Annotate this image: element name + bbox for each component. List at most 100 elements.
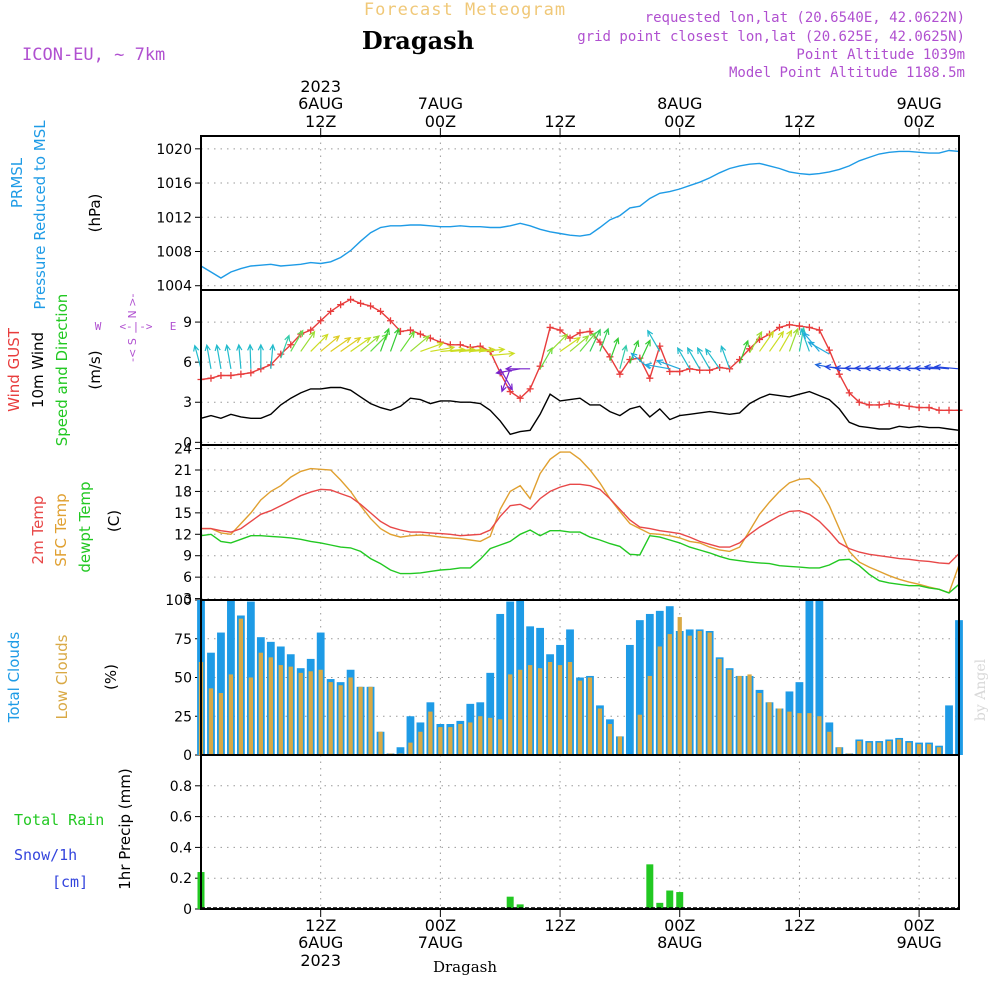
bottom-time-label: 9AUG	[896, 933, 941, 952]
low-cloud-bar	[637, 714, 642, 755]
y-tick-label: 1004	[156, 279, 192, 295]
gust-marker	[835, 370, 843, 378]
wind-direction-arrow	[330, 336, 352, 352]
low-cloud-bar	[348, 677, 353, 755]
top-time-label: 12Z	[544, 112, 575, 131]
top-time-label: 12Z	[784, 112, 815, 131]
gust-marker	[845, 389, 853, 397]
clouds-unit: (%)	[102, 664, 120, 690]
y-tick-label: 3	[183, 592, 192, 608]
gust-marker	[815, 326, 823, 334]
low-cloud-bar	[617, 736, 623, 755]
wind-direction-arrow	[204, 343, 212, 369]
wind-direction-arrow	[247, 343, 254, 369]
total-cloud-bar	[805, 600, 814, 755]
wind-direction-arrow	[549, 333, 569, 352]
location-title: Dragash	[362, 26, 474, 55]
gust-marker	[716, 364, 724, 371]
gust-marker	[855, 398, 863, 406]
wind-direction-arrow	[619, 344, 628, 369]
bottom-time-label: 00Z	[664, 916, 695, 935]
gust-marker	[686, 365, 694, 373]
low-cloud-bar	[478, 716, 483, 755]
y-tick-label: 21	[174, 463, 192, 479]
gust-marker	[367, 302, 375, 310]
gust-marker	[596, 338, 604, 346]
bottom-time-label: 12Z	[305, 916, 336, 935]
temp-label-sfc: SFC Temp	[52, 493, 70, 566]
wind-unit: (m/s)	[86, 350, 104, 389]
wind-direction-arrow	[290, 329, 304, 352]
pressure-unit: (hPa)	[86, 194, 104, 233]
gust-marker	[327, 307, 335, 315]
y-tick-label: 0.4	[170, 840, 192, 856]
top-time-label: 6AUG	[298, 94, 343, 113]
gust-marker	[656, 342, 664, 350]
gust-marker	[586, 327, 594, 335]
bottom-time-label: 00Z	[903, 916, 934, 935]
bottom-time-label: 8AUG	[657, 933, 702, 952]
wind-direction-arrow	[370, 333, 389, 352]
plot-area: 1004100810121016102003693691215182124025…	[5, 77, 963, 970]
gust-marker	[546, 323, 554, 331]
low-cloud-bar	[717, 658, 722, 755]
gridpoint-coords: grid point closest lon,lat (20.625E, 42.…	[577, 29, 965, 45]
low-cloud-bar	[747, 674, 752, 755]
low-cloud-bar	[218, 693, 224, 755]
gust-marker	[775, 323, 783, 331]
gust-marker	[905, 402, 913, 410]
low-cloud-bar	[488, 717, 493, 755]
wind-direction-arrow	[257, 343, 264, 369]
gust-marker	[676, 368, 684, 376]
low-cloud-bar	[527, 665, 533, 755]
low-cloud-bar	[737, 675, 742, 755]
requested-coords: requested lon,lat (20.6540E, 42.0622N)	[645, 10, 965, 26]
gust-marker	[357, 299, 365, 307]
low-cloud-bar	[428, 711, 433, 755]
dewpoint-line	[200, 529, 960, 594]
gust-marker	[416, 330, 424, 338]
low-cloud-bar	[647, 675, 652, 755]
y-tick-label: 25	[174, 709, 192, 725]
wind-direction-arrow	[480, 346, 506, 353]
y-tick-label: 1016	[156, 176, 192, 192]
gust-marker	[237, 370, 245, 378]
wind-direction-arrow	[214, 343, 222, 369]
bottom-time-label: 00Z	[425, 916, 456, 935]
low-cloud-bar	[757, 693, 762, 755]
low-cloud-bar	[408, 742, 413, 755]
y-tick-label: 0.2	[170, 871, 192, 887]
temp-label-2m: 2m Temp	[29, 496, 47, 565]
low-cloud-bar	[208, 688, 214, 755]
top-time-label: 12Z	[305, 112, 336, 131]
y-tick-label: 9	[183, 549, 192, 565]
low-cloud-bar	[228, 674, 234, 755]
wind-direction-arrow	[696, 346, 711, 370]
low-cloud-bar	[508, 674, 513, 755]
temp-label-dew: dewpt Temp	[76, 481, 94, 572]
total-cloud-bar	[625, 644, 634, 755]
wind-direction-arrow	[769, 330, 785, 352]
low-cloud-bar	[887, 741, 892, 755]
gust-marker	[307, 326, 315, 334]
gust-marker	[825, 346, 833, 354]
pressure-label-line1: PRMSL	[8, 157, 26, 208]
rain-bar	[646, 864, 654, 909]
temp-unit: (C)	[105, 510, 123, 532]
wind-direction-arrow	[569, 335, 590, 352]
compass-w: W	[95, 320, 102, 333]
low-cloud-bar	[308, 671, 313, 755]
panel-frame-precip	[200, 754, 960, 910]
gust-marker	[337, 301, 345, 309]
y-tick-label: 9	[183, 315, 192, 331]
low-cloud-bar	[468, 722, 473, 755]
low-cloud-bar	[926, 744, 932, 755]
low-cloud-bar	[877, 742, 882, 755]
wind-direction-arrow	[630, 352, 651, 370]
total-cloud-bar	[406, 716, 415, 755]
clouds-label-total: Total Clouds	[5, 632, 23, 724]
wind-direction-arrow	[644, 362, 670, 370]
wind-direction-arrow	[739, 339, 749, 364]
wind-direction-arrow	[300, 330, 316, 352]
legend-snow: Snow/1h	[14, 846, 77, 864]
